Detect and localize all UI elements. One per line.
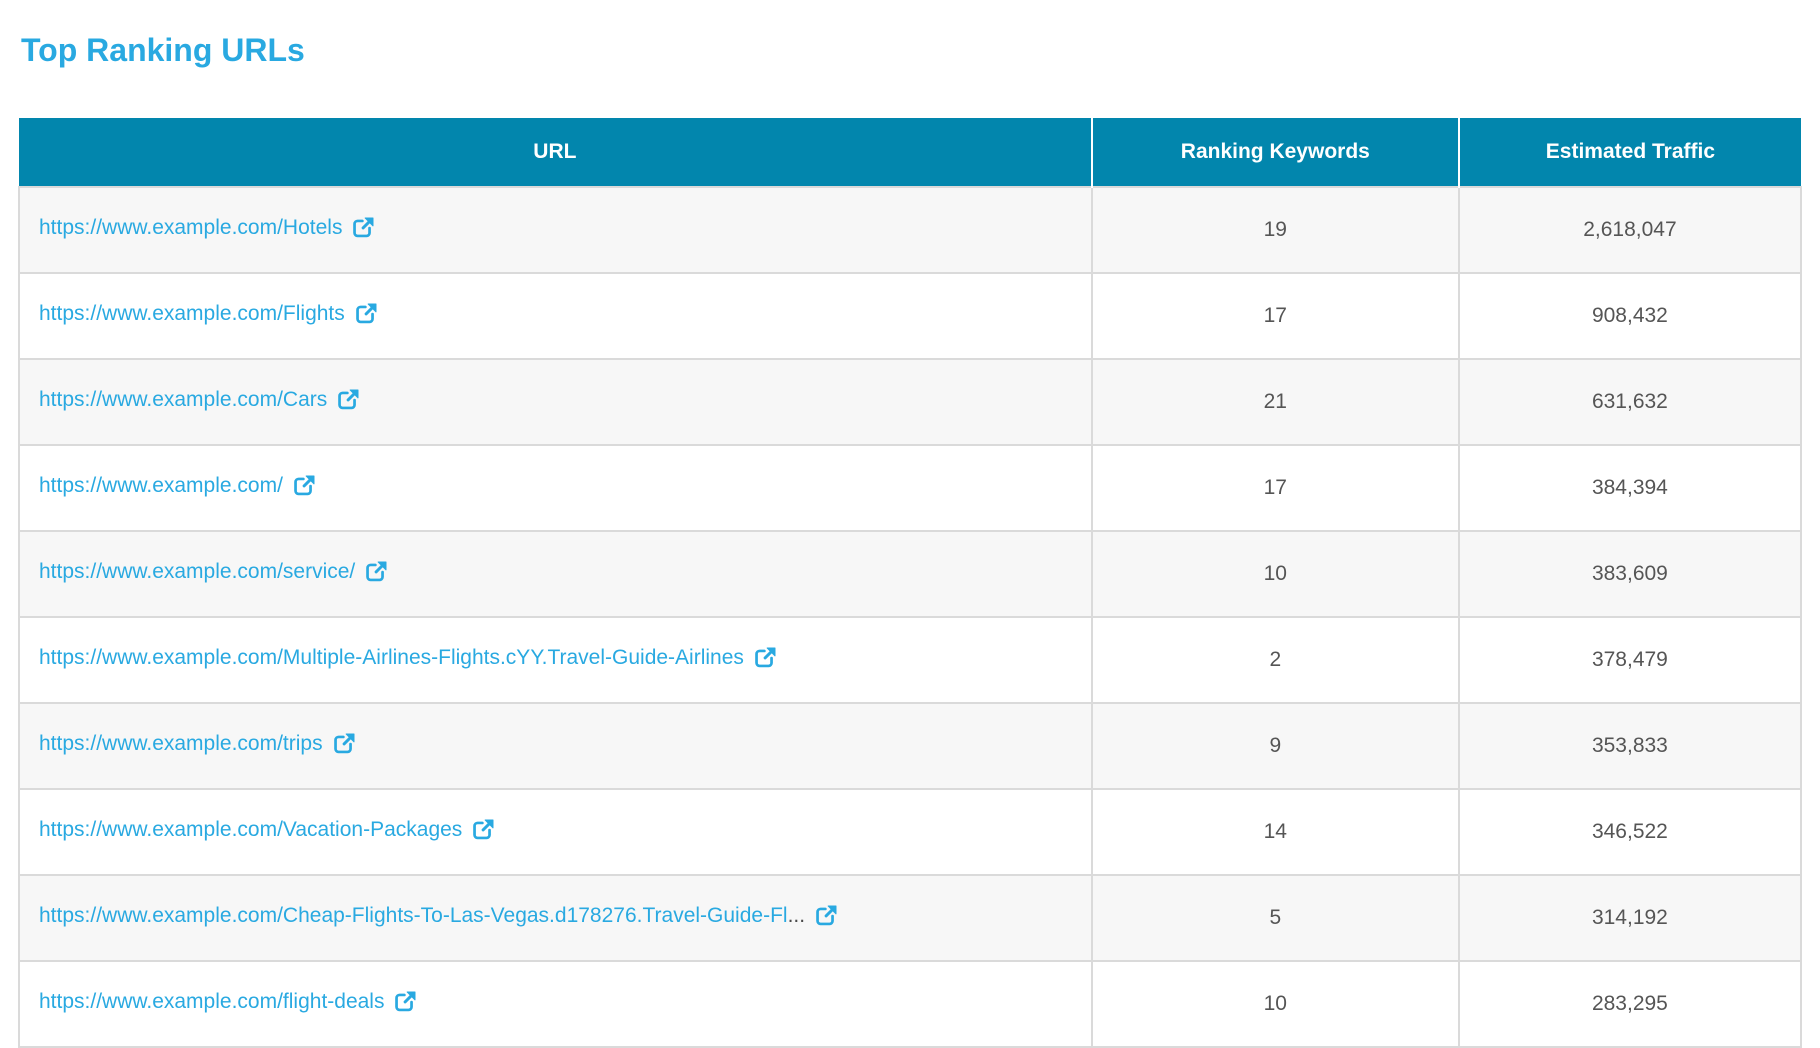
external-link-icon[interactable] <box>351 215 376 246</box>
ranking-keywords-value: 17 <box>1090 444 1460 532</box>
url-link[interactable]: https://www.example.com/service/ <box>39 559 356 583</box>
estimated-traffic-value: 384,394 <box>1457 444 1803 532</box>
url-link[interactable]: https://www.example.com/Flights <box>39 301 345 325</box>
estimated-traffic-value: 346,522 <box>1457 788 1803 876</box>
ranking-keywords-value: 10 <box>1090 530 1460 618</box>
ranking-keywords-value: 14 <box>1090 788 1460 876</box>
ranking-keywords-value: 19 <box>1090 186 1460 274</box>
url-link[interactable]: https://www.example.com/Hotels <box>39 215 343 239</box>
table-row: https://www.example.com/Cars 21 631,632 <box>18 358 1803 446</box>
external-link-icon[interactable] <box>814 903 839 934</box>
external-link-icon[interactable] <box>354 301 379 332</box>
estimated-traffic-value: 908,432 <box>1457 272 1803 360</box>
table-row: https://www.example.com/flight-deals 10 … <box>18 960 1803 1048</box>
estimated-traffic-value: 314,192 <box>1457 874 1803 962</box>
table-row: https://www.example.com/service/ 10 383,… <box>18 530 1803 618</box>
url-link[interactable]: https://www.example.com/Cars <box>39 387 328 411</box>
ranking-keywords-value: 17 <box>1090 272 1460 360</box>
table-row: https://www.example.com/Hotels 19 2,618,… <box>18 186 1803 274</box>
table-row: https://www.example.com/Multiple-Airline… <box>18 616 1803 704</box>
external-link-icon[interactable] <box>332 731 357 762</box>
url-cell: https://www.example.com/Flights <box>18 272 1093 360</box>
url-cell: https://www.example.com/Cheap-Flights-To… <box>18 874 1093 962</box>
url-cell: https://www.example.com/ <box>18 444 1093 532</box>
table-row: https://www.example.com/trips 9 353,833 <box>18 702 1803 790</box>
external-link-icon[interactable] <box>471 817 496 848</box>
url-cell: https://www.example.com/Vacation-Package… <box>18 788 1093 876</box>
url-link[interactable]: https://www.example.com/flight-deals <box>39 989 385 1013</box>
ranking-keywords-value: 21 <box>1090 358 1460 446</box>
url-cell: https://www.example.com/Cars <box>18 358 1093 446</box>
external-link-icon[interactable] <box>292 473 317 504</box>
external-link-icon[interactable] <box>393 989 418 1020</box>
estimated-traffic-value: 283,295 <box>1457 960 1803 1048</box>
estimated-traffic-value: 353,833 <box>1457 702 1803 790</box>
top-ranking-urls-table: URL Ranking Keywords Estimated Traffic h… <box>18 118 1803 1048</box>
estimated-traffic-value: 631,632 <box>1457 358 1803 446</box>
column-header-ranking-keywords: Ranking Keywords <box>1090 118 1459 187</box>
column-header-estimated-traffic: Estimated Traffic <box>1457 118 1801 187</box>
ranking-keywords-value: 10 <box>1090 960 1460 1048</box>
url-cell: https://www.example.com/flight-deals <box>18 960 1093 1048</box>
url-link[interactable]: https://www.example.com/Cheap-Flights-To… <box>39 903 788 927</box>
url-link[interactable]: https://www.example.com/Multiple-Airline… <box>39 645 744 669</box>
url-link[interactable]: https://www.example.com/Vacation-Package… <box>39 817 463 841</box>
table-row: https://www.example.com/Flights 17 908,4… <box>18 272 1803 360</box>
table-row: https://www.example.com/ 17 384,394 <box>18 444 1803 532</box>
estimated-traffic-value: 383,609 <box>1457 530 1803 618</box>
ranking-keywords-value: 9 <box>1090 702 1460 790</box>
ranking-keywords-value: 5 <box>1090 874 1460 962</box>
url-link[interactable]: https://www.example.com/ <box>39 473 283 497</box>
table-row: https://www.example.com/Vacation-Package… <box>18 788 1803 876</box>
page-title: Top Ranking URLs <box>21 32 305 68</box>
url-truncation-ellipsis: ... <box>787 903 806 927</box>
url-cell: https://www.example.com/Multiple-Airline… <box>18 616 1093 704</box>
external-link-icon[interactable] <box>336 387 361 418</box>
table-row: https://www.example.com/Cheap-Flights-To… <box>18 874 1803 962</box>
ranking-keywords-value: 2 <box>1090 616 1460 704</box>
url-link[interactable]: https://www.example.com/trips <box>39 731 323 755</box>
url-cell: https://www.example.com/trips <box>18 702 1093 790</box>
url-cell: https://www.example.com/Hotels <box>18 186 1093 274</box>
external-link-icon[interactable] <box>753 645 778 676</box>
url-cell: https://www.example.com/service/ <box>18 530 1093 618</box>
estimated-traffic-value: 2,618,047 <box>1457 186 1803 274</box>
column-header-url: URL <box>19 118 1092 187</box>
estimated-traffic-value: 378,479 <box>1457 616 1803 704</box>
table-header-row: URL Ranking Keywords Estimated Traffic <box>19 118 1801 187</box>
external-link-icon[interactable] <box>364 559 389 590</box>
